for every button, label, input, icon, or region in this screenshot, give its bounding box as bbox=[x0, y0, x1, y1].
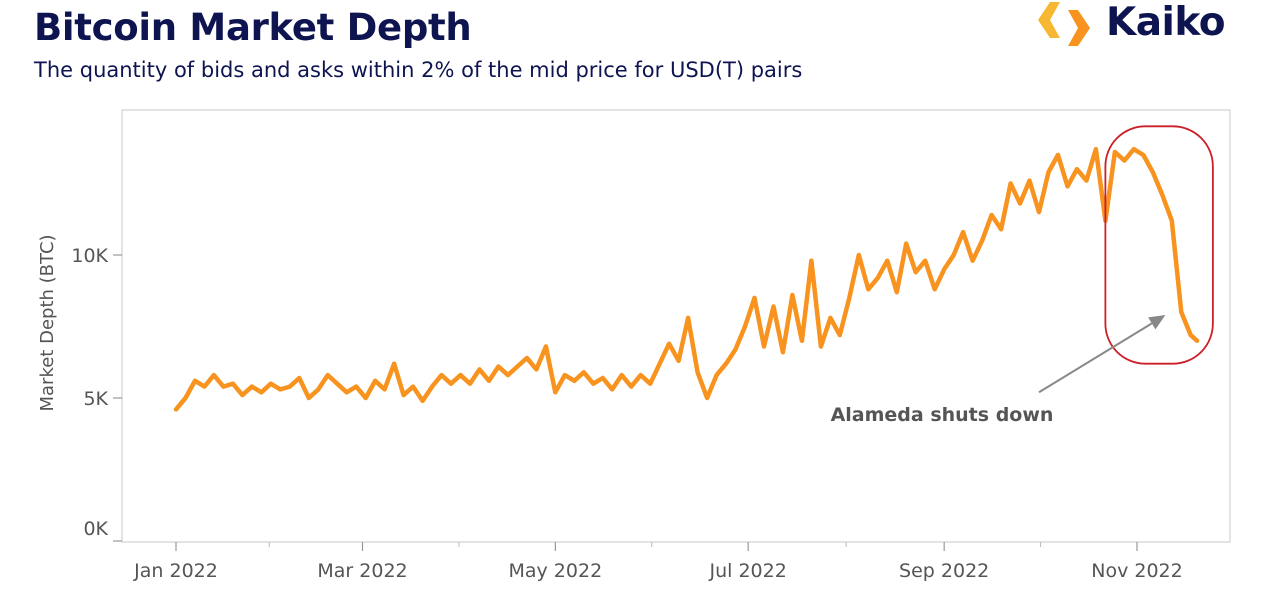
x-tick-label: Jan 2022 bbox=[133, 560, 218, 582]
x-tick-label: Sep 2022 bbox=[899, 560, 989, 582]
annotation-label: Alameda shuts down bbox=[831, 404, 1054, 426]
chart-subtitle: The quantity of bids and asks within 2% … bbox=[34, 58, 803, 82]
y-tick-label: 0K bbox=[83, 518, 108, 540]
y-tick-label: 10K bbox=[71, 245, 108, 267]
annotation-arrow bbox=[1038, 322, 1153, 394]
x-tick-label: Jul 2022 bbox=[709, 560, 787, 582]
x-tick-label: May 2022 bbox=[508, 560, 602, 582]
highlight-box bbox=[1104, 125, 1214, 365]
x-tick-label: Nov 2022 bbox=[1091, 560, 1182, 582]
y-axis: 0K 5K 10K bbox=[71, 245, 122, 542]
chart-title: Bitcoin Market Depth bbox=[34, 6, 472, 49]
annotation-arrow-head bbox=[1148, 315, 1166, 330]
x-tick-label: Mar 2022 bbox=[317, 560, 407, 582]
y-axis-label: Market Depth (BTC) bbox=[37, 234, 58, 411]
series-line bbox=[173, 146, 1200, 412]
y-tick-label: 5K bbox=[83, 388, 108, 410]
x-axis: Jan 2022 Mar 2022 May 2022 Jul 2022 Sep 2022… bbox=[133, 542, 1183, 582]
kaiko-logo-text: Kaiko bbox=[1106, 0, 1226, 45]
kaiko-logo-icon bbox=[1038, 2, 1090, 46]
